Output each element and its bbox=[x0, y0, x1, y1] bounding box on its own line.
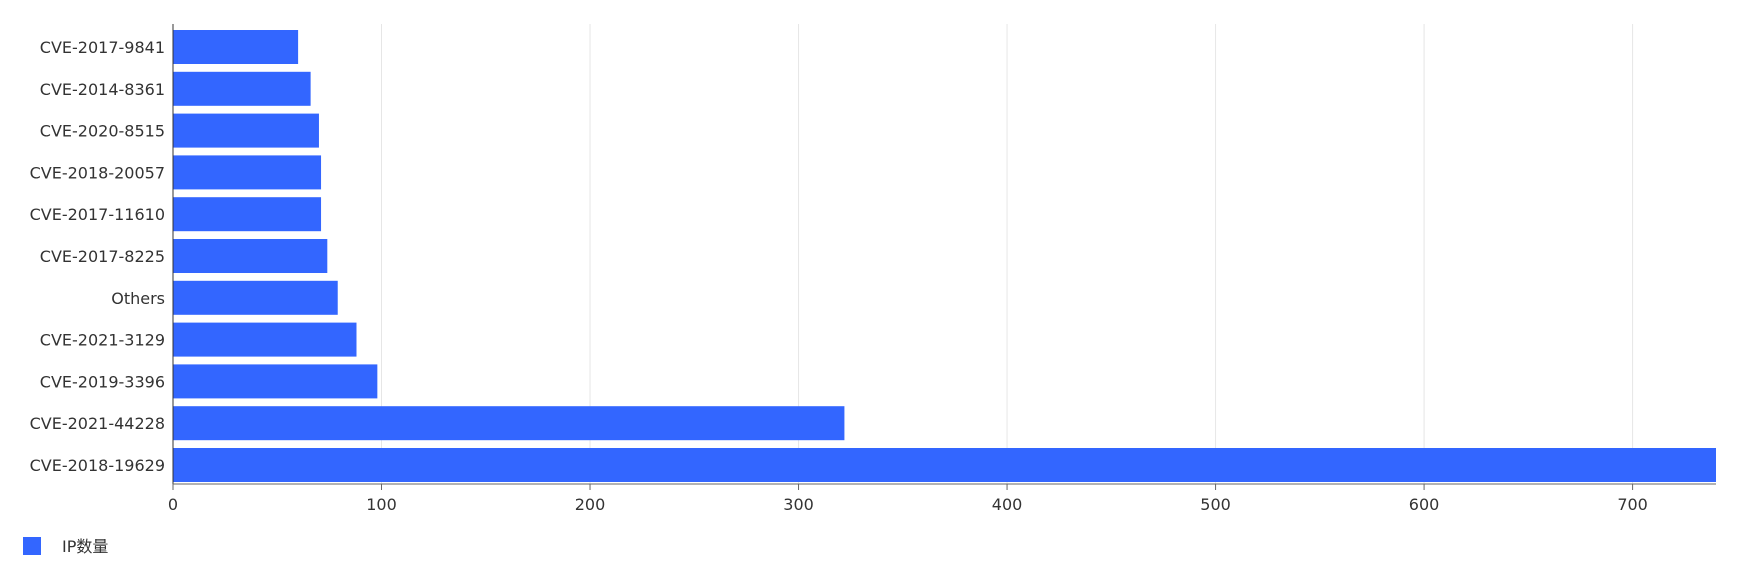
bar[interactable] bbox=[173, 113, 319, 148]
x-tick-labels: 0 100 200 300 400 500 600 700 bbox=[168, 495, 1648, 514]
legend[interactable]: IP数量 bbox=[23, 537, 108, 556]
bar[interactable] bbox=[173, 406, 845, 441]
category-label: CVE-2021-3129 bbox=[40, 331, 165, 350]
x-tick-label: 0 bbox=[168, 495, 178, 514]
x-tick-label: 500 bbox=[1200, 495, 1231, 514]
bar[interactable] bbox=[173, 197, 322, 232]
category-label: CVE-2018-20057 bbox=[30, 163, 165, 182]
legend-swatch[interactable] bbox=[23, 537, 41, 555]
bar-group bbox=[173, 30, 1716, 482]
category-labels: CVE-2017-9841 CVE-2014-8361 CVE-2020-8515 C… bbox=[30, 38, 165, 475]
category-label: CVE-2017-11610 bbox=[30, 205, 165, 224]
category-label: CVE-2021-44228 bbox=[30, 414, 165, 433]
category-label: CVE-2017-9841 bbox=[40, 38, 165, 57]
bar[interactable] bbox=[173, 448, 1716, 482]
bar[interactable] bbox=[173, 280, 338, 315]
x-tick-label: 600 bbox=[1409, 495, 1440, 514]
x-tick-label: 100 bbox=[366, 495, 397, 514]
x-tick-label: 200 bbox=[575, 495, 606, 514]
legend-label[interactable]: IP数量 bbox=[62, 537, 108, 556]
bar[interactable] bbox=[173, 155, 322, 190]
category-label: CVE-2020-8515 bbox=[40, 122, 165, 141]
category-label: CVE-2017-8225 bbox=[40, 247, 165, 266]
category-label: CVE-2018-19629 bbox=[30, 456, 165, 475]
bar[interactable] bbox=[173, 322, 357, 357]
category-label: Others bbox=[111, 289, 165, 308]
bar[interactable] bbox=[173, 364, 378, 399]
x-tick-label: 700 bbox=[1617, 495, 1648, 514]
bar[interactable] bbox=[173, 71, 311, 106]
axes bbox=[172, 24, 1716, 490]
grid-lines bbox=[381, 24, 1634, 484]
bar[interactable] bbox=[173, 30, 299, 64]
category-label: CVE-2019-3396 bbox=[40, 372, 165, 391]
x-tick-label: 300 bbox=[783, 495, 814, 514]
x-tick-label: 400 bbox=[992, 495, 1023, 514]
category-label: CVE-2014-8361 bbox=[40, 80, 165, 99]
bar[interactable] bbox=[173, 239, 328, 273]
